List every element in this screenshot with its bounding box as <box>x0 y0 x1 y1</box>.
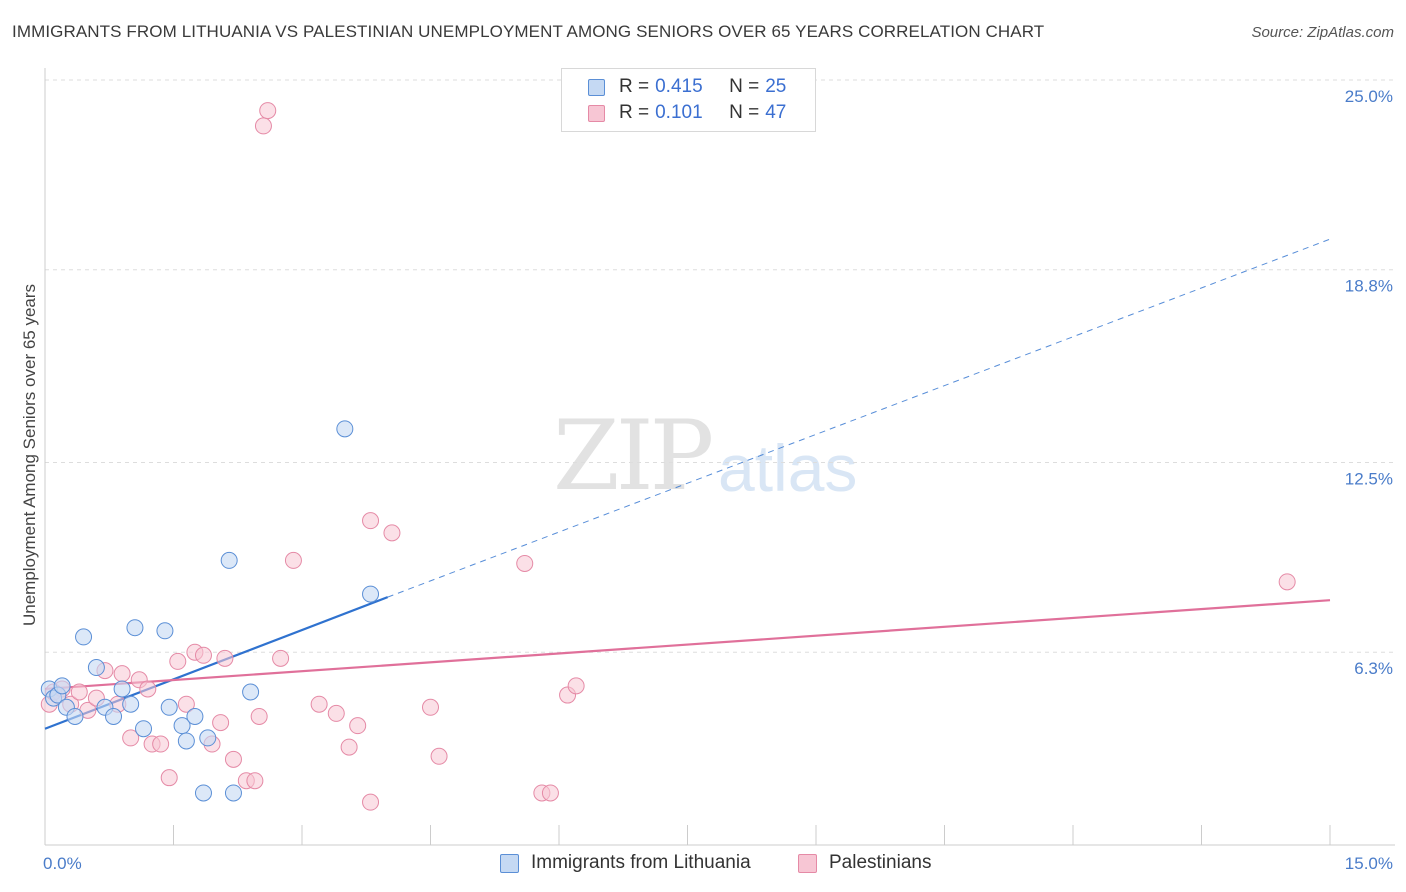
data-point-palestinians <box>122 729 140 747</box>
data-point-palestinians <box>362 793 380 811</box>
data-point-lithuania <box>87 659 105 677</box>
y-tick-label: 12.5% <box>1345 470 1393 489</box>
data-point-palestinians <box>139 680 157 698</box>
data-point-palestinians <box>1278 573 1296 591</box>
data-point-palestinians <box>272 649 290 667</box>
data-point-lithuania <box>242 683 260 701</box>
x-tick-label: 15.0% <box>1345 854 1393 873</box>
data-point-lithuania <box>160 698 178 716</box>
data-point-lithuania <box>199 729 217 747</box>
data-point-lithuania <box>224 784 242 802</box>
y-axis-label: Unemployment Among Seniors over 65 years <box>20 284 39 626</box>
correlation-legend: R = 0.415 N = 25 R = 0.101 N = 47 <box>561 68 816 132</box>
data-point-palestinians <box>383 524 401 542</box>
data-point-palestinians <box>250 707 268 725</box>
data-point-palestinians <box>152 735 170 753</box>
y-tick-label: 25.0% <box>1345 87 1393 106</box>
watermark-zip: ZIP <box>553 400 714 512</box>
data-point-palestinians <box>340 738 358 756</box>
y-tick-label: 18.8% <box>1345 277 1393 296</box>
bottom-legend-lithuania: Immigrants from Lithuania <box>500 852 751 874</box>
bottom-legend-label: Palestinians <box>829 852 932 873</box>
data-point-palestinians <box>70 683 88 701</box>
x-tick-label: 0.0% <box>43 854 82 873</box>
data-point-lithuania <box>220 551 238 569</box>
data-point-palestinians <box>212 714 230 732</box>
data-point-lithuania <box>186 707 204 725</box>
data-point-palestinians <box>113 665 131 683</box>
trend-line-palestinians <box>44 599 1331 691</box>
data-point-palestinians <box>362 512 380 530</box>
data-point-palestinians <box>310 695 328 713</box>
data-point-palestinians <box>169 652 187 670</box>
data-point-palestinians <box>567 677 585 695</box>
grid <box>45 79 1395 653</box>
bottom-legend-label: Immigrants from Lithuania <box>531 852 751 873</box>
data-point-palestinians <box>349 717 367 735</box>
legend-n-value: 25 <box>765 76 787 97</box>
data-point-lithuania <box>113 680 131 698</box>
data-point-palestinians <box>430 747 448 765</box>
legend-n-label: N = <box>729 76 760 97</box>
data-point-palestinians <box>246 772 264 790</box>
legend-n-label: N = <box>729 102 760 123</box>
legend-swatch-blue <box>588 78 605 96</box>
chart-title: IMMIGRANTS FROM LITHUANIA VS PALESTINIAN… <box>12 22 1045 41</box>
legend-n-value: 47 <box>765 102 787 123</box>
data-point-palestinians <box>327 704 345 722</box>
data-point-palestinians <box>516 554 534 572</box>
data-point-palestinians <box>284 551 302 569</box>
axes <box>44 68 1395 846</box>
legend-swatch-pink <box>588 104 605 122</box>
data-point-lithuania <box>122 695 140 713</box>
data-point-lithuania <box>126 619 144 637</box>
data-point-lithuania <box>75 628 93 646</box>
bottom-legend-swatch-blue <box>500 853 519 873</box>
legend-row-lithuania: R = 0.415 N = 25 <box>588 75 786 99</box>
tick-labels: 6.3% 12.5% 18.8% 25.0% 0.0% 15.0% <box>43 87 1393 873</box>
data-points <box>40 102 1296 811</box>
data-point-palestinians <box>224 750 242 768</box>
legend-r-label: R = <box>619 102 650 123</box>
data-point-palestinians <box>541 784 559 802</box>
bottom-legend-swatch-pink <box>798 853 817 873</box>
watermark-atlas: atlas <box>718 431 858 505</box>
data-point-lithuania <box>105 707 123 725</box>
legend-row-palestinians: R = 0.101 N = 47 <box>588 101 786 125</box>
data-point-lithuania <box>66 707 84 725</box>
data-point-lithuania <box>177 732 195 750</box>
bottom-legend-palestinians: Palestinians <box>798 852 931 874</box>
legend-r-value: 0.101 <box>655 102 703 123</box>
data-point-lithuania <box>156 622 174 640</box>
data-point-palestinians <box>194 646 212 664</box>
legend-r-label: R = <box>619 76 650 97</box>
source-label: Source: ZipAtlas.com <box>1251 24 1394 41</box>
data-point-palestinians <box>177 695 195 713</box>
data-point-lithuania <box>336 420 354 438</box>
data-point-palestinians <box>422 698 439 716</box>
data-point-lithuania <box>362 585 380 603</box>
data-point-palestinians <box>216 649 234 667</box>
trend-lines <box>44 238 1331 730</box>
data-point-lithuania <box>194 784 212 802</box>
data-point-lithuania <box>53 677 71 695</box>
y-tick-label: 6.3% <box>1354 659 1393 678</box>
legend-r-value: 0.415 <box>655 76 703 97</box>
data-point-palestinians <box>254 117 272 135</box>
data-point-lithuania <box>135 720 153 738</box>
data-point-palestinians <box>259 102 277 120</box>
trend-line-lithuania-extension <box>387 238 1331 598</box>
data-point-palestinians <box>160 769 178 787</box>
